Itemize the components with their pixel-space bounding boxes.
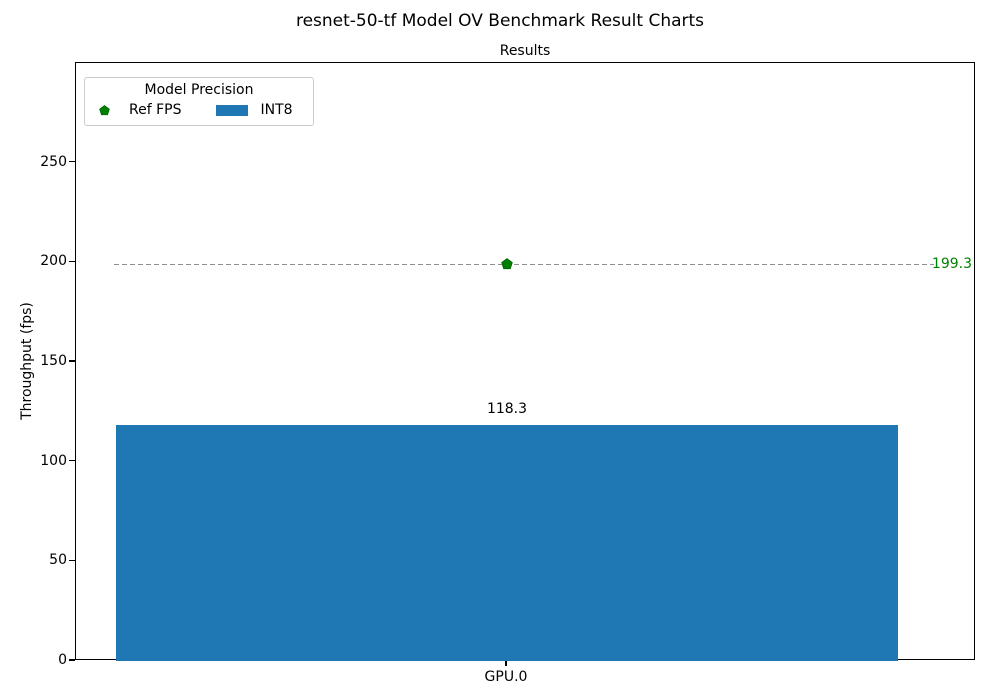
legend-item-ref-fps: Ref FPS [129, 102, 182, 118]
legend-row: Ref FPS INT8 [85, 102, 313, 118]
y-tick-label-250: 250 [40, 153, 67, 170]
y-tick-label-50: 50 [49, 552, 67, 569]
y-tick-mark [69, 161, 75, 163]
pentagon-marker [501, 257, 513, 269]
legend: Model Precision Ref FPS INT8 [84, 77, 314, 126]
x-tick-label: GPU.0 [484, 669, 528, 685]
y-tick-label-0: 0 [58, 652, 67, 668]
y-tick-label-100: 100 [40, 452, 67, 469]
y-tick-label-150: 150 [40, 353, 67, 369]
axes-title: Results [499, 43, 551, 59]
figure-title: resnet-50-tf Model OV Benchmark Result C… [295, 11, 705, 31]
reference-value-label: 199.3 [931, 255, 972, 272]
y-tick-mark [69, 460, 75, 462]
legend-item-int8: INT8 [260, 102, 293, 118]
y-tick-label-200: 200 [40, 253, 67, 270]
x-tick-mark [505, 661, 507, 666]
legend-title: Model Precision [144, 82, 254, 98]
y-tick-mark [69, 659, 75, 661]
bar-value-label: 118.3 [486, 401, 528, 418]
y-tick-mark [69, 559, 75, 561]
pentagon-marker [99, 104, 110, 115]
y-tick-mark [69, 260, 75, 262]
bar-int8[interactable] [116, 425, 898, 661]
reference-line [114, 263, 934, 266]
plot-area: 118.3 199.3 Model Precision Ref FPS INT8 [75, 62, 975, 661]
bar-swatch-icon [216, 104, 249, 116]
y-tick-mark [69, 360, 75, 362]
